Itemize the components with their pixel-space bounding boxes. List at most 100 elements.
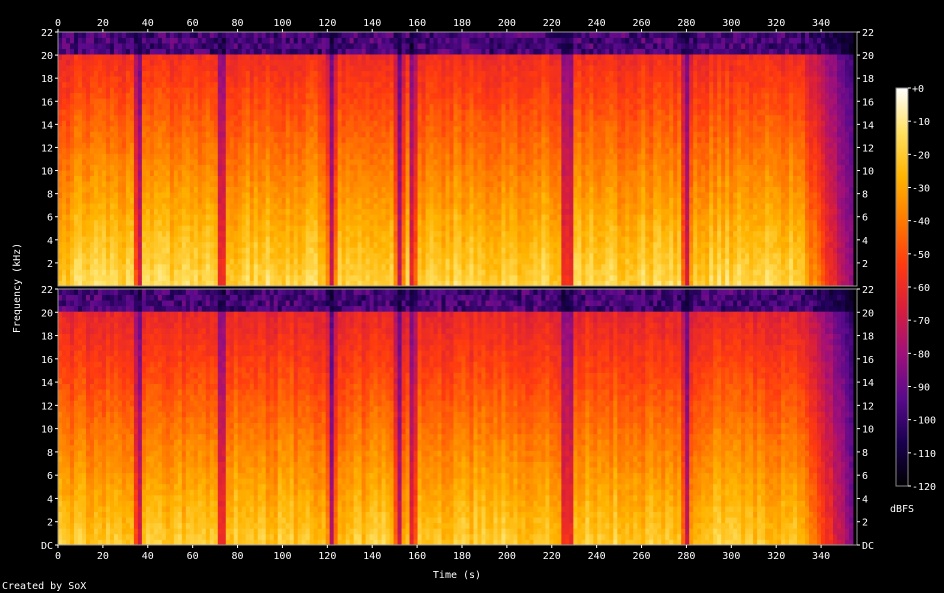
spectrogram-cell [385,274,390,281]
spectrogram-cell [77,142,83,149]
spectrogram-cell [325,54,331,61]
spectrogram-cell [421,136,426,143]
spectrogram-cell [417,81,422,88]
spectrogram-cell [325,76,331,83]
spectrogram-cell [293,125,299,132]
spectrogram-cell [457,81,462,88]
spectrogram-cell [481,54,486,61]
spectrogram-cell [489,192,494,199]
spectrogram-cell [277,236,283,243]
spectrogram-cell [141,65,147,72]
spectrogram-cell [269,153,275,160]
spectrogram-cell [249,203,255,210]
spectrogram-cell [297,258,303,265]
spectrogram-cell [317,98,323,105]
spectrogram-cell [281,92,287,99]
spectrogram-cell [293,236,299,243]
spectrogram-cell [237,103,243,110]
spectrogram-cell [145,269,151,276]
spectrogram-cell [133,114,139,121]
spectrogram-cell [417,269,422,276]
spectrogram-cell [161,192,167,199]
spectrogram-cell [117,70,123,77]
spectrogram-cell [329,125,335,132]
spectrogram-cell [309,269,315,276]
spectrogram-cell [465,164,470,171]
spectrogram-cell [445,114,450,121]
spectrogram-cell [321,37,327,44]
spectrogram-cell [449,142,454,149]
spectrogram-cell [217,274,223,281]
spectrogram-cell [297,214,303,221]
spectrogram-cell [321,269,327,276]
spectrogram-cell [437,192,442,199]
spectrogram-cell [373,159,379,165]
spectrogram-cell [305,76,311,83]
spectrogram-cell [217,159,223,165]
spectrogram-cell [461,170,466,176]
spectrogram-cell [117,192,123,199]
spectrogram-cell [309,252,315,259]
spectrogram-cell [273,214,279,221]
spectrogram-cell [137,225,143,232]
spectrogram-cell [197,147,203,154]
spectrogram-cell [445,181,450,188]
spectrogram-cell [77,170,83,176]
spectrogram-cell [289,54,295,61]
spectrogram-cell [469,59,474,66]
spectrogram-cell [257,37,263,44]
spectrogram-cell [481,98,486,105]
spectrogram-cell [385,197,390,204]
spectrogram-cell [469,87,474,94]
spectrogram-cell [381,230,386,237]
spectrogram-cell [241,103,247,110]
spectrogram-cell [273,109,279,116]
spectrogram-cell [429,131,434,138]
spectrogram-cell [81,125,87,132]
spectrogram-cell [277,87,283,94]
spectrogram-cell [421,65,426,72]
spectrogram-cell [313,230,319,237]
spectrogram-cell [141,203,147,210]
spectrogram-cell [333,280,339,287]
spectrogram-cell [125,219,131,226]
spectrogram-cell [353,109,359,116]
spectrogram-cell [117,120,123,127]
spectrogram-cell [149,247,155,254]
spectrogram-cell [189,98,195,105]
spectrogram-cell [217,175,223,182]
spectrogram-cell [417,147,422,154]
spectrogram-cell [397,241,402,248]
spectrogram-cell [65,153,71,160]
spectrogram-cell [349,159,355,165]
spectrogram-cell [365,274,371,281]
spectrogram-cell [341,208,347,215]
spectrogram-cell [413,147,418,154]
spectrogram-cell [193,197,199,204]
spectrogram-cell [401,280,406,287]
spectrogram-cell [265,98,271,105]
spectrogram-cell [93,87,99,94]
spectrogram-cell [401,131,406,138]
spectrogram-cell [277,136,283,143]
spectrogram-cell [345,214,351,221]
spectrogram-cell [413,197,418,204]
spectrogram-cell [261,120,267,127]
spectrogram-cell [221,241,227,248]
spectrogram-cell [393,87,398,94]
spectrogram-cell [349,280,355,287]
spectrogram-cell [325,81,331,88]
spectrogram-cell [441,70,446,77]
spectrogram-cell [197,269,203,276]
spectrogram-cell [441,219,446,226]
spectrogram-cell [381,32,386,38]
spectrogram-cell [405,203,410,210]
spectrogram-cell [73,87,79,94]
spectrogram-cell [261,219,267,226]
spectrogram-cell [405,236,410,243]
spectrogram-cell [85,263,91,270]
spectrogram-cell [269,159,275,165]
spectrogram-cell [157,109,163,116]
spectrogram-cell [125,92,131,99]
spectrogram-cell [177,147,183,154]
